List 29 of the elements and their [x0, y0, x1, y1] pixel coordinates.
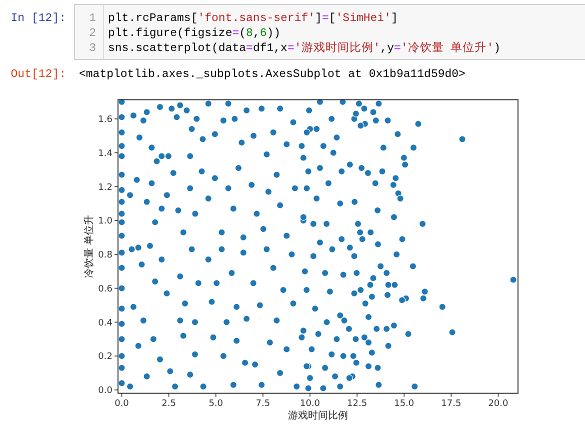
- y-tick-label: 1.0: [98, 216, 113, 227]
- y-axis-title: 冷饮量 单位升: [83, 214, 95, 278]
- x-tick-label: 5.0: [208, 398, 224, 409]
- text: Out[12]:: [10, 68, 66, 81]
- text: plt.figure(figsize=(8,6)): [108, 27, 281, 40]
- y-tick-label: 1.2: [98, 182, 112, 193]
- text: 1: [89, 12, 96, 25]
- text: 3: [89, 42, 96, 55]
- x-tick-label: 0.0: [114, 398, 130, 409]
- text: plt.rcParams['font.sans-serif']=['SimHei']: [108, 12, 398, 25]
- y-tick-label: 1.4: [98, 148, 113, 159]
- y-tick-label: 0.8: [98, 250, 113, 261]
- y-tick-label: 0.4: [98, 318, 113, 328]
- x-axis-title: 游戏时间比例: [288, 409, 348, 422]
- text: In [12]:: [10, 12, 66, 25]
- text: 2: [89, 27, 96, 40]
- x-tick-label: 15.0: [394, 398, 414, 409]
- x-tick-label: 17.5: [441, 398, 462, 409]
- text: <matplotlib.axes._subplots.AxesSubplot at 0x1b9a11d59d0>: [79, 68, 466, 81]
- y-tick-label: 0.0: [98, 386, 113, 396]
- x-tick-label: 2.5: [162, 398, 176, 409]
- text: sns.scatterplot(data=df1,x='游戏时间比例',y='冷饮量 单位升'): [108, 42, 501, 55]
- x-tick-label: 20.0: [488, 398, 509, 409]
- y-tick-label: 1.6: [98, 115, 113, 126]
- y-tick-label: 0.6: [98, 284, 113, 294]
- x-tick-label: 7.5: [256, 398, 270, 409]
- y-tick-label: 0.2: [98, 352, 112, 362]
- x-tick-label: 10.0: [300, 398, 320, 409]
- x-tick-label: 12.5: [347, 398, 368, 409]
